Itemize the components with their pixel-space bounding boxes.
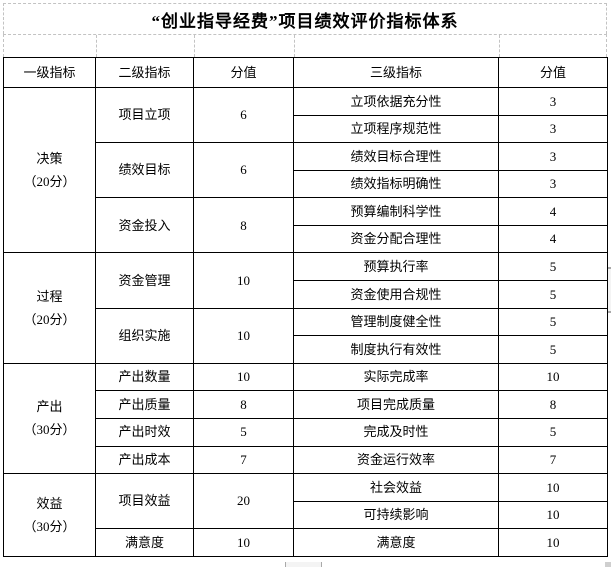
level2-cell: 资金投入 bbox=[95, 197, 194, 254]
level3-cell: 社会效益 bbox=[293, 473, 499, 502]
level3-score-cell: 7 bbox=[498, 445, 608, 475]
level2-score-cell: 8 bbox=[193, 197, 294, 254]
level2-cell: 产出质量 bbox=[95, 390, 194, 419]
level1-label: 产出 bbox=[36, 398, 63, 414]
level2-score-cell: 10 bbox=[193, 307, 294, 364]
level3-score-cell: 10 bbox=[498, 528, 608, 557]
score2-header: 分值 bbox=[498, 57, 608, 88]
level1-cell: 产出 （30分） bbox=[3, 362, 96, 475]
level2-score-cell: 20 bbox=[193, 473, 294, 530]
level1-score-label: （30分） bbox=[23, 422, 76, 438]
level3-header: 三级指标 bbox=[293, 57, 499, 88]
level3-cell: 资金运行效率 bbox=[293, 445, 499, 475]
level2-header: 二级指标 bbox=[95, 57, 194, 88]
level3-score-cell: 8 bbox=[498, 390, 608, 419]
table-row: 产出 （30分） 产出数量 10 实际完成率 10 bbox=[3, 362, 608, 475]
level3-score-cell: 5 bbox=[498, 335, 608, 364]
level2-score-cell: 7 bbox=[193, 445, 294, 475]
level3-cell: 管理制度健全性 bbox=[293, 307, 499, 337]
gridline bbox=[294, 35, 295, 57]
level1-label: 效益 bbox=[36, 495, 63, 511]
level3-cell: 满意度 bbox=[293, 528, 499, 557]
level3-cell: 绩效指标明确性 bbox=[293, 169, 499, 199]
table-row: 资金使用合规性 5 bbox=[4, 280, 608, 309]
level2-cell: 产出时效 bbox=[95, 417, 194, 447]
table-row: 立项程序规范性 3 bbox=[4, 114, 608, 144]
level2-cell: 绩效目标 bbox=[95, 142, 194, 199]
level3-cell: 可持续影响 bbox=[293, 500, 499, 530]
level2-score-cell: 6 bbox=[193, 142, 294, 199]
level2-score-cell: 10 bbox=[193, 362, 294, 392]
level3-score-cell: 5 bbox=[498, 307, 608, 337]
table-title: “创业指导经费”项目绩效评价指标体系 bbox=[3, 3, 607, 34]
level2-cell: 组织实施 bbox=[95, 307, 194, 364]
level1-cell: 决策 （20分） bbox=[3, 86, 96, 254]
table-row: 决策 （20分） 项目立项 6 立项依据充分性 3 bbox=[3, 86, 608, 254]
scrollbar-corner-fragment bbox=[605, 562, 611, 567]
spacer-row bbox=[3, 34, 607, 57]
gridline bbox=[194, 35, 195, 57]
level3-score-cell: 3 bbox=[498, 114, 608, 144]
horizontal-scrollbar-fragment[interactable] bbox=[285, 562, 322, 567]
level2-cell: 满意度 bbox=[95, 528, 194, 557]
level3-score-cell: 5 bbox=[498, 280, 608, 309]
level3-score-cell: 3 bbox=[498, 142, 608, 171]
level3-score-cell: 3 bbox=[498, 87, 608, 116]
level2-cell: 产出数量 bbox=[95, 362, 194, 392]
level3-cell: 项目完成质量 bbox=[293, 390, 499, 419]
table-row: 可持续影响 10 bbox=[4, 500, 608, 530]
level3-cell: 制度执行有效性 bbox=[293, 335, 499, 364]
score1-header: 分值 bbox=[193, 57, 294, 88]
level3-cell: 预算编制科学性 bbox=[293, 197, 499, 226]
table-row: 效益 （30分） 项目效益 20 社会效益 10 bbox=[3, 473, 608, 557]
level3-cell: 立项依据充分性 bbox=[293, 87, 499, 116]
vertical-scrollbar-fragment[interactable] bbox=[608, 267, 611, 313]
level2-score-cell: 6 bbox=[193, 86, 294, 144]
level3-score-cell: 10 bbox=[498, 362, 608, 392]
header-row: 一级指标 二级指标 分值 三级指标 分值 bbox=[3, 57, 608, 88]
level1-score-label: （20分） bbox=[23, 312, 76, 328]
level2-score-cell: 10 bbox=[193, 252, 294, 309]
gridline bbox=[96, 35, 97, 57]
level3-cell: 完成及时性 bbox=[293, 417, 499, 447]
level3-score-cell: 10 bbox=[498, 473, 608, 502]
level3-cell: 实际完成率 bbox=[293, 362, 499, 392]
table-row: 产出成本 7 资金运行效率 7 bbox=[4, 445, 608, 475]
indicator-table: 一级指标 二级指标 分值 三级指标 分值 决策 （20分） 项目立项 6 立项依… bbox=[3, 57, 608, 557]
level3-score-cell: 5 bbox=[498, 252, 608, 282]
level3-score-cell: 3 bbox=[498, 169, 608, 199]
level2-cell: 项目立项 bbox=[95, 86, 194, 144]
level2-cell: 资金管理 bbox=[95, 252, 194, 309]
level3-cell: 预算执行率 bbox=[293, 252, 499, 282]
level1-label: 过程 bbox=[36, 288, 63, 304]
level3-cell: 绩效目标合理性 bbox=[293, 142, 499, 171]
table-row: 满意度 10 满意度 10 bbox=[4, 528, 608, 557]
level1-score-label: （20分） bbox=[23, 174, 76, 190]
level2-score-cell: 8 bbox=[193, 390, 294, 419]
level3-cell: 立项程序规范性 bbox=[293, 114, 499, 144]
level1-cell: 效益 （30分） bbox=[3, 473, 96, 557]
level1-cell: 过程 （20分） bbox=[3, 252, 96, 364]
level3-cell: 资金使用合规性 bbox=[293, 280, 499, 309]
level3-score-cell: 5 bbox=[498, 417, 608, 447]
spreadsheet-area: “创业指导经费”项目绩效评价指标体系 一级指标 二级指标 分值 三级指标 分值 … bbox=[3, 3, 608, 557]
level1-header: 一级指标 bbox=[3, 57, 96, 88]
table-row: 组织实施 10 管理制度健全性 5 bbox=[4, 307, 608, 364]
gridline bbox=[499, 35, 500, 57]
level3-score-cell: 4 bbox=[498, 197, 608, 226]
level2-score-cell: 10 bbox=[193, 528, 294, 557]
level3-cell: 资金分配合理性 bbox=[293, 224, 499, 254]
level2-cell: 项目效益 bbox=[95, 473, 194, 530]
level3-score-cell: 10 bbox=[498, 500, 608, 530]
level1-score-label: （30分） bbox=[23, 519, 76, 535]
level2-score-cell: 5 bbox=[193, 417, 294, 447]
table-row: 过程 （20分） 资金管理 10 预算执行率 5 bbox=[3, 252, 608, 364]
level3-score-cell: 4 bbox=[498, 224, 608, 254]
table-row: 绩效目标 6 绩效目标合理性 3 bbox=[4, 142, 608, 199]
level1-label: 决策 bbox=[36, 150, 63, 166]
level2-cell: 产出成本 bbox=[95, 445, 194, 475]
